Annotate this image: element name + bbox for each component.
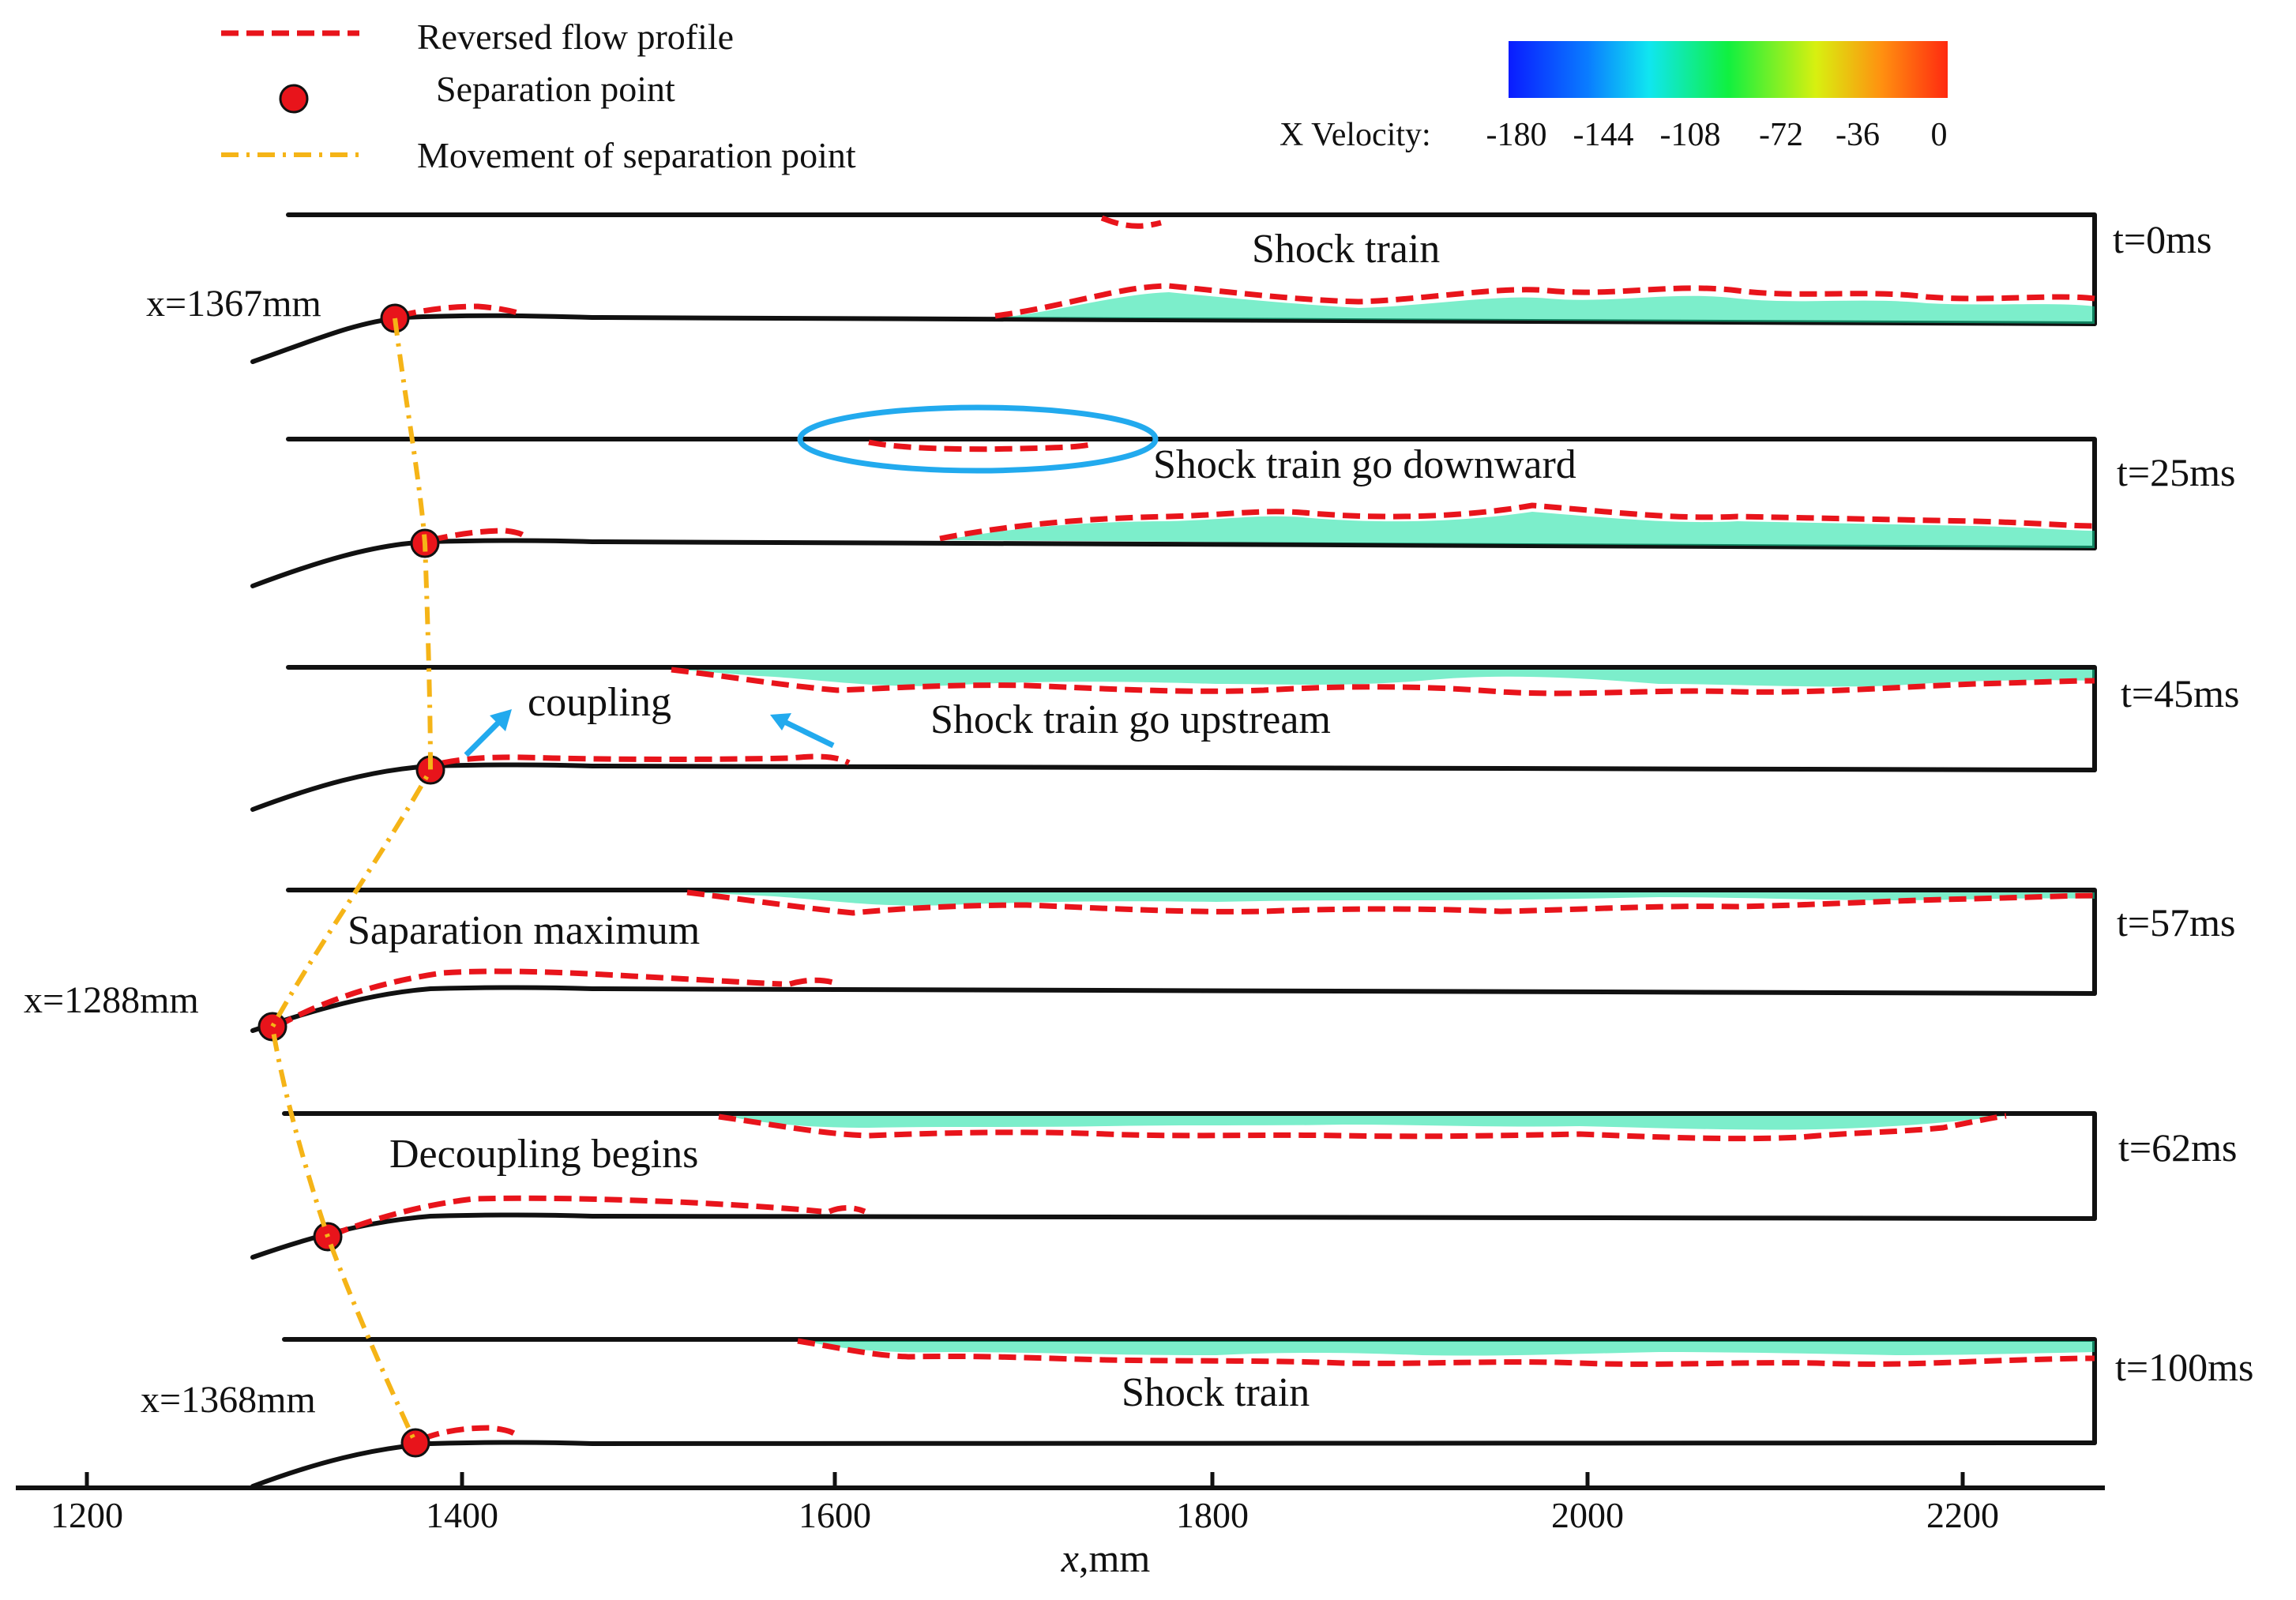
reversed-flow-profile-top	[1100, 215, 1162, 229]
frame-t25: Shock train go downward t=25ms	[250, 404, 2235, 588]
legend-separation-swatch	[279, 84, 309, 114]
reversed-flow-profile-separation	[330, 1195, 822, 1238]
frame-label: Shock train	[1122, 1370, 1310, 1415]
frame-label: Saparation maximum	[348, 908, 700, 953]
colorbar-tick: -72	[1759, 117, 1803, 153]
reversed-flow-profile-separation	[442, 753, 851, 766]
frame-label: Shock train	[1252, 227, 1440, 272]
bottom-wall	[250, 762, 2097, 812]
colorbar-gradient	[1509, 41, 1948, 98]
separation-zone	[944, 512, 2095, 548]
frame-t45: coupling Shock train go upstream t=45ms	[250, 665, 2239, 812]
axis-tick-label: 1800	[1176, 1495, 1249, 1535]
top-wall	[286, 212, 2097, 326]
legend-reversed-label: Reversed flow profile	[417, 17, 734, 57]
bottom-wall	[250, 1440, 2097, 1489]
legend-movement-label: Movement of separation point	[417, 135, 856, 175]
axis-label: x,mm	[1061, 1536, 1151, 1580]
frame-t100: Shock train t=100ms x=1368mm	[141, 1337, 2253, 1489]
coupling-arrow	[776, 715, 835, 749]
top-wall	[282, 1111, 2097, 1221]
colorbar-tick: 0	[1931, 117, 1948, 153]
reversed-flow-profile-top	[868, 439, 1095, 453]
frame-time: t=100ms	[2115, 1345, 2253, 1389]
bottom-wall	[250, 1212, 2097, 1260]
highlight-ellipse	[797, 404, 1159, 474]
frame-t0: Shock train t=0ms x=1367mm	[146, 212, 2211, 364]
bottom-wall	[250, 985, 2097, 1033]
frame-time: t=0ms	[2113, 217, 2211, 261]
separation-zone	[727, 1116, 2006, 1130]
axis-tick-label: 2000	[1551, 1495, 1624, 1535]
colorbar-tick: -144	[1573, 117, 1634, 153]
frame-label: Decoupling begins	[389, 1132, 698, 1177]
reversed-flow-profile	[939, 502, 2095, 542]
separation-point	[400, 1428, 430, 1458]
frame-time: t=45ms	[2121, 671, 2239, 715]
separation-movement-line	[269, 317, 434, 1444]
separation-zone	[806, 1341, 2095, 1356]
reversed-flow-profile-separation	[421, 1425, 520, 1442]
coupling-arrow-head	[490, 709, 512, 731]
reversed-flow-profile	[671, 667, 2095, 697]
separation-position: x=1367mm	[146, 283, 321, 325]
colorbar-tick: -180	[1486, 117, 1547, 153]
axis-tick-label: 1400	[426, 1495, 498, 1535]
top-wall	[286, 888, 2097, 996]
colorbar-tick: -108	[1660, 117, 1721, 153]
reversed-flow-profile	[686, 889, 2095, 916]
reversed-flow-profile	[797, 1338, 2095, 1367]
legend-separation-label: Separation point	[436, 69, 675, 109]
frame-label: Shock train go upstream	[930, 697, 1331, 742]
top-wall	[282, 1337, 2097, 1445]
frame-time: t=62ms	[2118, 1125, 2237, 1170]
frame-t57: Saparation maximum t=57ms x=1288mm	[24, 888, 2235, 1042]
reversed-flow-profile-separation-tail	[828, 1205, 866, 1215]
reversed-flow-profile-separation-tail	[788, 977, 834, 987]
legend: Reversed flow profile Separation point M…	[221, 17, 856, 175]
top-wall	[286, 665, 2097, 772]
top-wall	[286, 437, 2097, 550]
colorbar: X Velocity: -180 -144 -108 -72 -36 0	[1280, 41, 1948, 153]
axis-label-variable: x	[1061, 1536, 1079, 1580]
reversed-flow-profile-separation	[430, 528, 528, 543]
frame-time: t=25ms	[2117, 450, 2235, 494]
coupling-arrow-head	[770, 713, 791, 731]
reversed-flow-profile	[994, 283, 2095, 319]
axis-tick-label: 2200	[1926, 1495, 1999, 1535]
colorbar-tick: -36	[1836, 117, 1880, 153]
reversed-flow-profile-separation	[398, 303, 519, 319]
separation-zone	[695, 892, 2095, 906]
separation-position: x=1368mm	[141, 1379, 316, 1421]
bottom-wall	[250, 313, 2097, 364]
axis-tick-label: 1200	[51, 1495, 123, 1535]
reversed-flow-profile	[718, 1113, 2007, 1142]
reversed-flow-profile-separation	[275, 968, 783, 1030]
coupling-label: coupling	[528, 680, 671, 725]
axis-tick-label: 1600	[799, 1495, 871, 1535]
colorbar-label: X Velocity:	[1280, 117, 1431, 153]
frame-label: Shock train go downward	[1153, 442, 1576, 487]
separation-zone	[1003, 292, 2095, 324]
separation-position: x=1288mm	[24, 979, 199, 1021]
separation-zone	[679, 670, 2095, 687]
axis-label-unit: ,mm	[1079, 1536, 1150, 1580]
bottom-wall	[250, 538, 2097, 588]
frame-t62: Decoupling begins t=62ms	[250, 1111, 2237, 1260]
x-axis: 1200 1400 1600 1800 2000 2200 x,mm	[16, 1472, 2105, 1580]
frame-time: t=57ms	[2117, 900, 2235, 945]
